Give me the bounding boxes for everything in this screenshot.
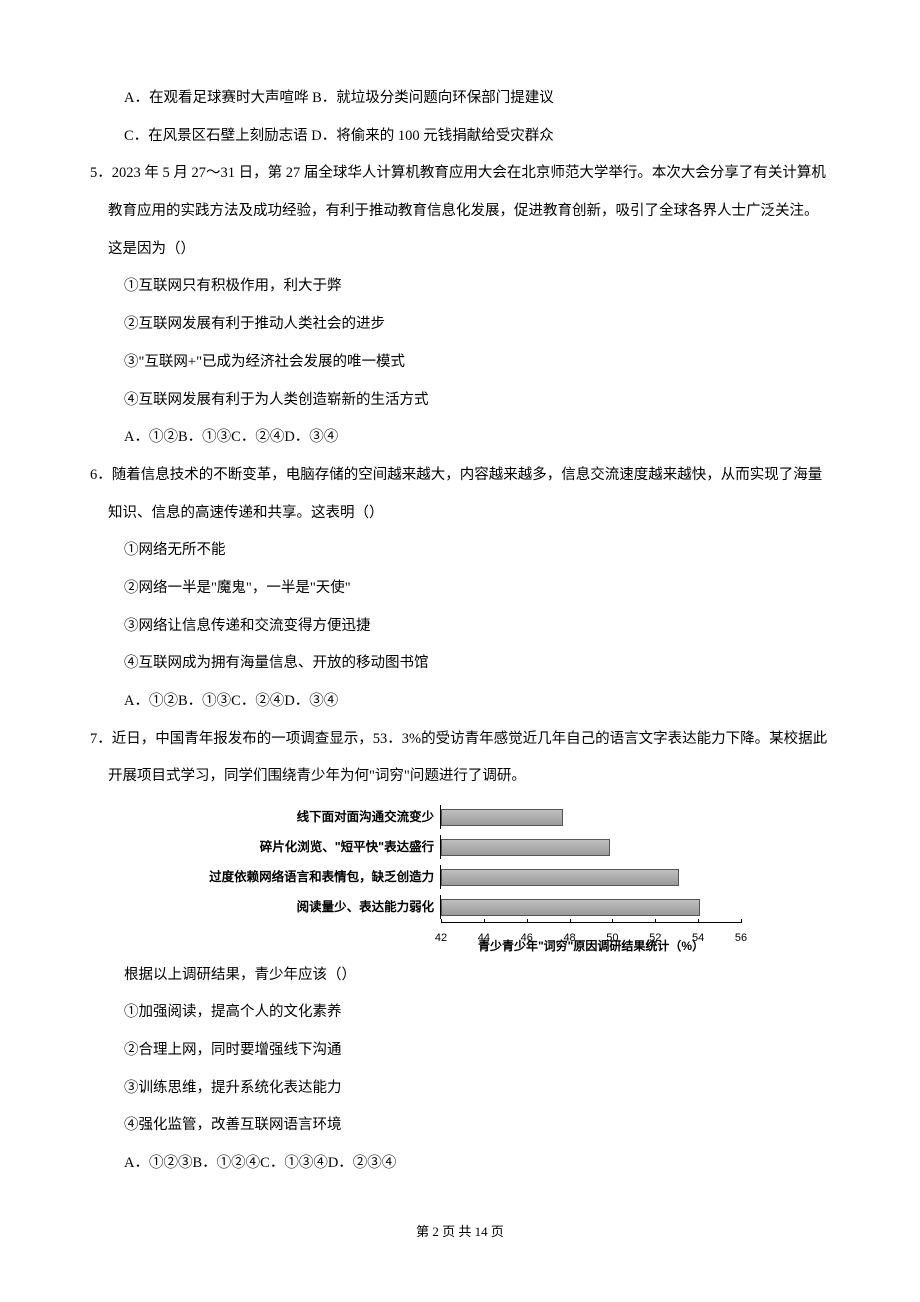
q7-opts: A．①②③B．①②④C．①③④D．②③④ (124, 1145, 830, 1183)
q5-body: ①互联网只有积极作用，利大于弊 ②互联网发展有利于推动人类社会的进步 ③"互联网… (90, 268, 830, 456)
chart-bar-1 (441, 839, 610, 856)
q7-after: 根据以上调研结果，青少年应该（） (124, 957, 830, 995)
chart-row-label-1: 碎片化浏览、"短平快"表达盛行 (180, 840, 440, 855)
chart-bar-0 (441, 809, 563, 826)
chart-row-2: 过度依赖网络语言和表情包，缺乏创造力 (180, 862, 740, 892)
q7-s3: ③训练思维，提升系统化表达能力 (124, 1070, 830, 1108)
q7-stem: 7．近日，中国青年报发布的一项调查显示，53．3%的受访青年感觉近几年自己的语言… (90, 721, 830, 796)
page-footer: 第 2 页 共 14 页 (90, 1223, 830, 1241)
chart-tick-50: 50 (606, 924, 618, 953)
q6-opts: A．①②B．①③C．②④D．③④ (124, 683, 830, 721)
q6-body: ①网络无所不能 ②网络一半是"魔鬼"，一半是"天使" ③网络让信息传递和交流变得… (90, 532, 830, 720)
q4-opt-a: A．在观看足球赛时大声喧哗 (124, 90, 308, 106)
q5-s3: ③"互联网+"已成为经济社会发展的唯一模式 (124, 344, 830, 382)
q6-s1: ①网络无所不能 (124, 532, 830, 570)
chart-row-1: 碎片化浏览、"短平快"表达盛行 (180, 832, 740, 862)
chart-plot-3 (440, 895, 740, 919)
q5-s4: ④互联网发展有利于为人类创造崭新的生活方式 (124, 382, 830, 420)
q5-s1: ①互联网只有积极作用，利大于弊 (124, 268, 830, 306)
q5-s2: ②互联网发展有利于推动人类社会的进步 (124, 306, 830, 344)
chart-row-3: 阅读量少、表达能力弱化 (180, 892, 740, 922)
chart-tick-52: 52 (649, 924, 661, 953)
chart-plot-1 (440, 835, 740, 859)
chart-row-label-0: 线下面对面沟通交流变少 (180, 810, 440, 825)
chart-x-axis: 4244464850525456 (441, 922, 741, 939)
chart-tick-56: 56 (735, 924, 747, 953)
survey-chart: 线下面对面沟通交流变少碎片化浏览、"短平快"表达盛行过度依赖网络语言和表情包，缺… (180, 802, 740, 955)
q6-s2: ②网络一半是"魔鬼"，一半是"天使" (124, 570, 830, 608)
chart-tick-48: 48 (563, 924, 575, 953)
q5-opts: A．①②B．①③C．②④D．③④ (124, 419, 830, 457)
chart-row-label-3: 阅读量少、表达能力弱化 (180, 900, 440, 915)
chart-plot-0 (440, 805, 740, 829)
q4-line-cd: C．在风景区石壁上刻励志语 D．将偷来的 100 元钱捐献给受灾群众 (124, 118, 830, 156)
chart-bar-3 (441, 899, 700, 916)
q6-s4: ④互联网成为拥有海量信息、开放的移动图书馆 (124, 645, 830, 683)
q7-s2: ②合理上网，同时要增强线下沟通 (124, 1032, 830, 1070)
q4-options: A．在观看足球赛时大声喧哗 B．就垃圾分类问题向环保部门提建议 C．在风景区石壁… (90, 80, 830, 155)
q7-body: 根据以上调研结果，青少年应该（） ①加强阅读，提高个人的文化素养 ②合理上网，同… (90, 957, 830, 1183)
chart-tick-42: 42 (435, 924, 447, 953)
chart-bar-2 (441, 869, 679, 886)
chart-tick-46: 46 (521, 924, 533, 953)
q4-opt-c: C．在风景区石壁上刻励志语 (124, 128, 308, 144)
q6-stem: 6．随着信息技术的不断变革，电脑存储的空间越来越大，内容越来越多，信息交流速度越… (90, 457, 830, 532)
q4-line-ab: A．在观看足球赛时大声喧哗 B．就垃圾分类问题向环保部门提建议 (124, 80, 830, 118)
q7-s4: ④强化监管，改善互联网语言环境 (124, 1107, 830, 1145)
chart-row-label-2: 过度依赖网络语言和表情包，缺乏创造力 (180, 870, 440, 885)
q7-s1: ①加强阅读，提高个人的文化素养 (124, 994, 830, 1032)
q6-s3: ③网络让信息传递和交流变得方便迅捷 (124, 608, 830, 646)
chart-tick-54: 54 (692, 924, 704, 953)
q4-opt-d: D．将偷来的 100 元钱捐献给受灾群众 (311, 128, 553, 144)
chart-plot-2 (440, 865, 740, 889)
chart-tick-44: 44 (478, 924, 490, 953)
q5-stem: 5．2023 年 5 月 27～31 日，第 27 届全球华人计算机教育应用大会… (90, 155, 830, 268)
q4-opt-b: B．就垃圾分类问题向环保部门提建议 (312, 90, 554, 106)
chart-row-0: 线下面对面沟通交流变少 (180, 802, 740, 832)
